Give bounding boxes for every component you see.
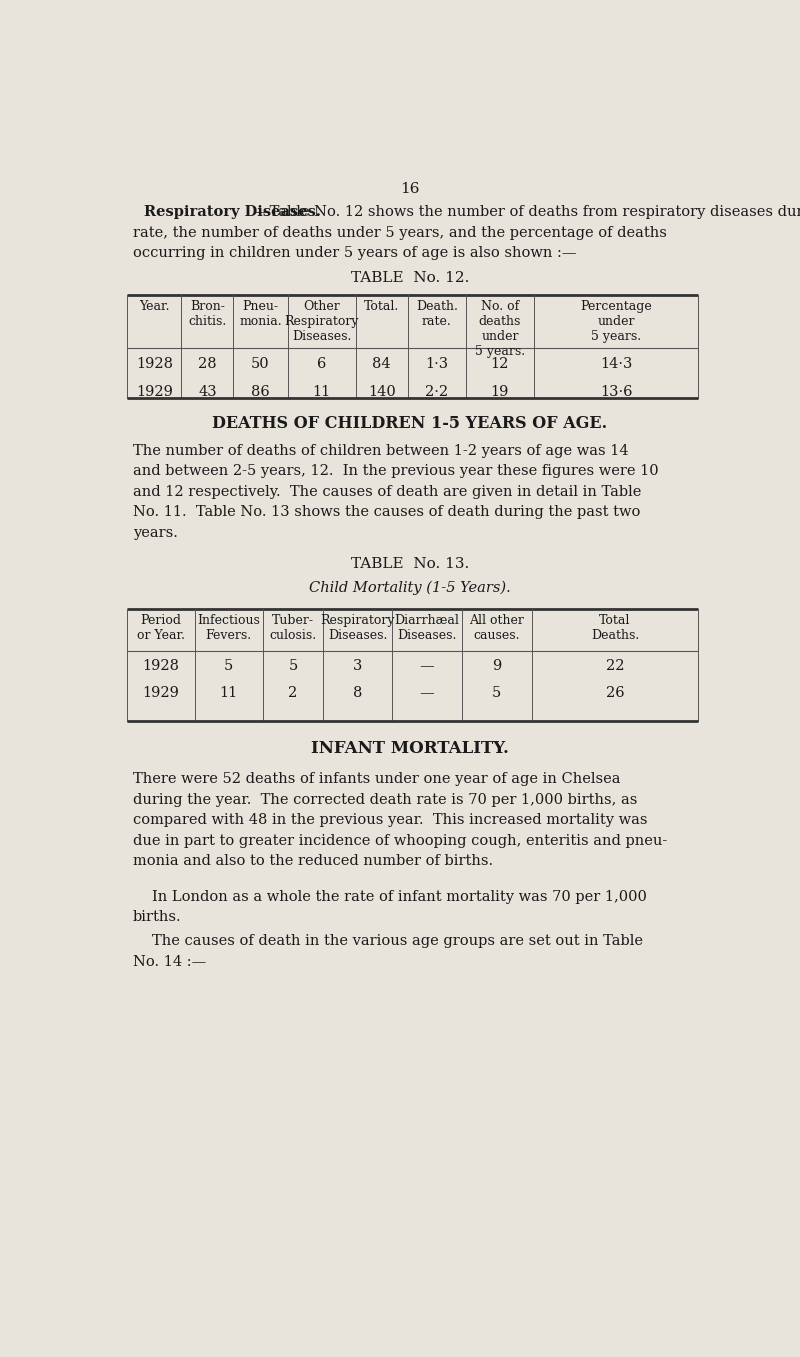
Text: Tuber-
culosis.: Tuber- culosis. — [270, 613, 317, 642]
Text: and 12 respectively.  The causes of death are given in detail in Table: and 12 respectively. The causes of death… — [133, 484, 641, 499]
Text: INFANT MORTALITY.: INFANT MORTALITY. — [311, 740, 509, 757]
Text: All other
causes.: All other causes. — [470, 613, 524, 642]
Text: 11: 11 — [219, 687, 238, 700]
Text: 9: 9 — [492, 660, 502, 673]
Text: 12: 12 — [490, 357, 509, 370]
Text: No. of
deaths
under
5 years.: No. of deaths under 5 years. — [475, 300, 525, 358]
Text: 5: 5 — [288, 660, 298, 673]
Text: Death.
rate.: Death. rate. — [416, 300, 458, 328]
Text: TABLE  No. 13.: TABLE No. 13. — [351, 558, 469, 571]
Text: and between 2-5 years, 12.  In the previous year these figures were 10: and between 2-5 years, 12. In the previo… — [133, 464, 658, 478]
Text: No. 11.  Table No. 13 shows the causes of death during the past two: No. 11. Table No. 13 shows the causes of… — [133, 505, 640, 520]
Text: 11: 11 — [313, 384, 330, 399]
Text: Year.: Year. — [139, 300, 170, 313]
Text: Total.: Total. — [364, 300, 399, 313]
Text: Bron-
chitis.: Bron- chitis. — [188, 300, 226, 328]
Text: monia and also to the reduced number of births.: monia and also to the reduced number of … — [133, 854, 493, 868]
Text: during the year.  The corrected death rate is 70 per 1,000 births, as: during the year. The corrected death rat… — [133, 792, 637, 806]
Text: Infectious
Fevers.: Infectious Fevers. — [198, 613, 260, 642]
Text: 2: 2 — [288, 687, 298, 700]
Text: 3: 3 — [353, 660, 362, 673]
Text: Pneu-
monia.: Pneu- monia. — [239, 300, 282, 328]
Text: 19: 19 — [490, 384, 509, 399]
Text: 8: 8 — [353, 687, 362, 700]
Text: 1929: 1929 — [136, 384, 173, 399]
Text: Other
Respiratory
Diseases.: Other Respiratory Diseases. — [285, 300, 359, 343]
Text: TABLE  No. 12.: TABLE No. 12. — [351, 270, 469, 285]
Text: 1928: 1928 — [136, 357, 173, 370]
Text: —: — — [420, 687, 434, 700]
Text: 6: 6 — [317, 357, 326, 370]
Text: 1929: 1929 — [142, 687, 179, 700]
Text: Percentage
under
5 years.: Percentage under 5 years. — [580, 300, 652, 343]
Text: 16: 16 — [400, 182, 420, 197]
Text: 86: 86 — [251, 384, 270, 399]
Text: compared with 48 in the previous year.  This increased mortality was: compared with 48 in the previous year. T… — [133, 813, 647, 828]
Text: 1928: 1928 — [142, 660, 179, 673]
Text: 13·6: 13·6 — [600, 384, 632, 399]
Text: 140: 140 — [368, 384, 395, 399]
Text: Respiratory
Diseases.: Respiratory Diseases. — [321, 613, 395, 642]
Text: 5: 5 — [492, 687, 502, 700]
Text: The number of deaths of children between 1-2 years of age was 14: The number of deaths of children between… — [133, 444, 628, 457]
Text: In London as a whole the rate of infant mortality was 70 per 1,000: In London as a whole the rate of infant … — [152, 890, 646, 904]
Text: 26: 26 — [606, 687, 624, 700]
Text: DEATHS OF CHILDREN 1-5 YEARS OF AGE.: DEATHS OF CHILDREN 1-5 YEARS OF AGE. — [213, 415, 607, 432]
Text: 50: 50 — [251, 357, 270, 370]
Text: 28: 28 — [198, 357, 217, 370]
Text: 43: 43 — [198, 384, 217, 399]
Text: Child Mortality (1-5 Years).: Child Mortality (1-5 Years). — [309, 581, 511, 594]
Text: 14·3: 14·3 — [600, 357, 632, 370]
Text: births.: births. — [133, 911, 181, 924]
Text: There were 52 deaths of infants under one year of age in Chelsea: There were 52 deaths of infants under on… — [133, 772, 620, 786]
Text: 22: 22 — [606, 660, 624, 673]
Text: Diarrhæal
Diseases.: Diarrhæal Diseases. — [394, 613, 459, 642]
Text: —: — — [420, 660, 434, 673]
Text: The causes of death in the various age groups are set out in Table: The causes of death in the various age g… — [152, 935, 643, 949]
Text: 84: 84 — [372, 357, 391, 370]
Text: 5: 5 — [224, 660, 234, 673]
Text: due in part to greater incidence of whooping cough, enteritis and pneu-: due in part to greater incidence of whoo… — [133, 833, 666, 848]
Text: Period
or Year.: Period or Year. — [137, 613, 185, 642]
Text: Total
Deaths.: Total Deaths. — [591, 613, 639, 642]
Text: No. 14 :—: No. 14 :— — [133, 955, 206, 969]
Text: years.: years. — [133, 525, 178, 540]
Text: rate, the number of deaths under 5 years, and the percentage of deaths: rate, the number of deaths under 5 years… — [133, 225, 666, 240]
Text: 1·3: 1·3 — [425, 357, 448, 370]
Text: occurring in children under 5 years of age is also shown :—: occurring in children under 5 years of a… — [133, 246, 576, 261]
Text: Respiratory Diseases.: Respiratory Diseases. — [144, 205, 321, 220]
Text: 2·2: 2·2 — [425, 384, 448, 399]
Text: —Table No. 12 shows the number of deaths from respiratory diseases during the pa: —Table No. 12 shows the number of deaths… — [144, 205, 800, 220]
